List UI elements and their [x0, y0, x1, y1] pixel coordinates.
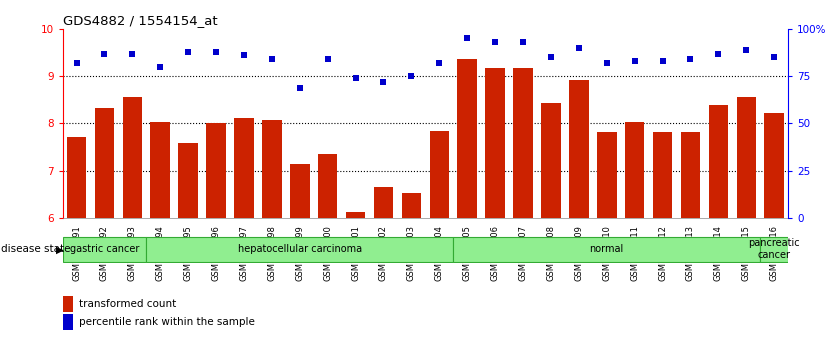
- Bar: [234, 118, 254, 218]
- Text: hepatocellular carcinoma: hepatocellular carcinoma: [238, 244, 362, 254]
- Point: [545, 54, 558, 60]
- Bar: [457, 59, 477, 218]
- Point: [516, 39, 530, 45]
- Bar: [709, 106, 728, 218]
- Point: [265, 56, 279, 62]
- Point: [70, 60, 83, 66]
- Point: [711, 51, 725, 57]
- Point: [572, 45, 585, 51]
- Bar: [765, 113, 784, 218]
- Text: pancreatic
cancer: pancreatic cancer: [748, 238, 800, 260]
- Point: [740, 47, 753, 53]
- Bar: [346, 212, 365, 218]
- Point: [628, 58, 641, 64]
- Point: [460, 36, 474, 41]
- Bar: [402, 193, 421, 218]
- Point: [349, 75, 362, 81]
- Bar: [541, 103, 560, 218]
- Point: [293, 85, 306, 90]
- Bar: [761, 237, 788, 262]
- Bar: [569, 80, 589, 218]
- Point: [489, 39, 502, 45]
- Bar: [94, 108, 114, 218]
- Point: [656, 58, 669, 64]
- Bar: [178, 143, 198, 218]
- Bar: [150, 122, 170, 218]
- Text: percentile rank within the sample: percentile rank within the sample: [79, 317, 255, 327]
- Bar: [262, 120, 282, 218]
- Bar: [290, 163, 309, 218]
- Bar: [430, 131, 449, 218]
- Text: gastric cancer: gastric cancer: [70, 244, 139, 254]
- Bar: [625, 122, 645, 218]
- Bar: [681, 132, 701, 218]
- Point: [377, 79, 390, 85]
- Point: [404, 73, 418, 79]
- Bar: [453, 237, 761, 262]
- Point: [98, 51, 111, 57]
- Bar: [63, 237, 146, 262]
- Point: [209, 49, 223, 54]
- Bar: [485, 68, 505, 218]
- Point: [767, 54, 781, 60]
- Text: GDS4882 / 1554154_at: GDS4882 / 1554154_at: [63, 15, 217, 28]
- Point: [237, 53, 250, 58]
- Bar: [67, 136, 86, 218]
- Point: [684, 56, 697, 62]
- Point: [126, 51, 139, 57]
- Text: ▶: ▶: [56, 244, 64, 254]
- Bar: [318, 154, 338, 218]
- Point: [153, 64, 167, 70]
- Point: [182, 49, 195, 54]
- Point: [321, 56, 334, 62]
- Bar: [736, 97, 756, 218]
- Bar: [374, 187, 394, 218]
- Text: normal: normal: [590, 244, 624, 254]
- Text: disease state: disease state: [1, 244, 70, 254]
- Text: transformed count: transformed count: [79, 299, 177, 309]
- Point: [433, 60, 446, 66]
- Bar: [513, 68, 533, 218]
- Bar: [653, 132, 672, 218]
- Bar: [597, 132, 616, 218]
- Point: [600, 60, 614, 66]
- Bar: [123, 97, 142, 218]
- Bar: [206, 123, 226, 218]
- Bar: [146, 237, 453, 262]
